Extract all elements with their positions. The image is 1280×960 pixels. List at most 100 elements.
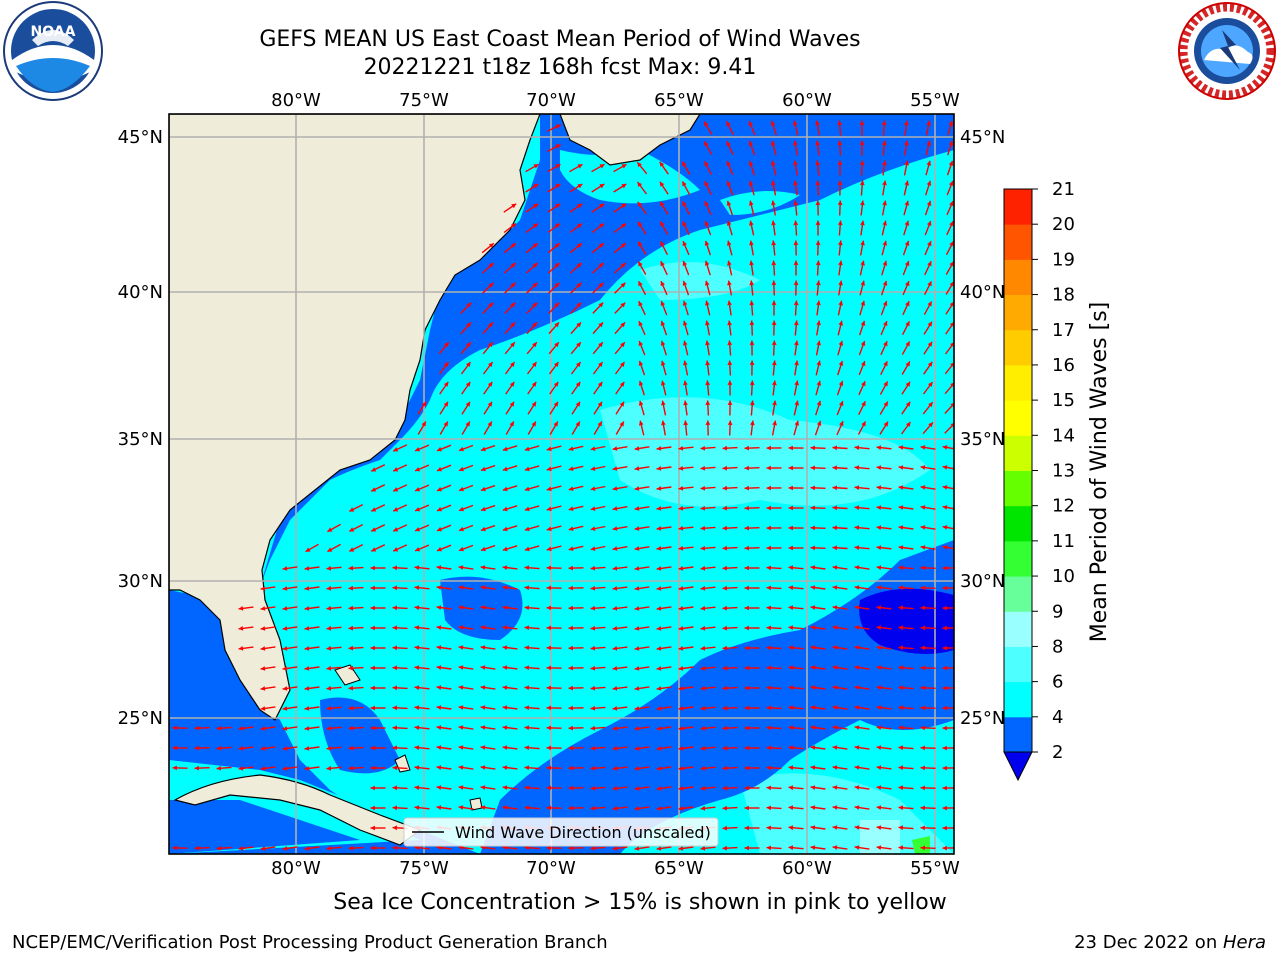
- wind-arrow-head: [392, 725, 397, 731]
- wind-arrow-head: [370, 745, 375, 751]
- wind-arrow-head: [927, 261, 932, 267]
- lat-label-left-3: 35°N: [118, 429, 163, 450]
- wind-arrow-head: [577, 203, 583, 209]
- wind-arrow-head: [744, 485, 749, 491]
- wind-arrow-head: [744, 645, 749, 651]
- wind-arrow-head: [766, 665, 771, 671]
- wind-arrow-head: [436, 585, 442, 590]
- colorbar-block: [1004, 259, 1032, 296]
- wind-arrow-head: [859, 120, 865, 125]
- wind-arrow-head: [766, 765, 771, 771]
- wind-arrow-head: [660, 241, 665, 247]
- wind-arrow-head: [638, 281, 643, 287]
- wind-arrow-head: [700, 565, 706, 571]
- wind-arrow-head: [612, 606, 618, 611]
- wind-arrow-head: [726, 200, 732, 206]
- wind-arrow-head: [854, 605, 860, 610]
- wind-arrow-head: [509, 421, 514, 427]
- wind-arrow-head: [568, 725, 573, 731]
- wind-arrow-head: [832, 685, 838, 690]
- wind-arrow-head: [920, 645, 925, 651]
- wind-arrow-head: [876, 485, 882, 490]
- wind-arrow-head: [926, 180, 932, 186]
- wind-arrow-head: [502, 785, 508, 790]
- wind-arrow-head: [722, 685, 727, 691]
- wind-arrow-head: [590, 705, 596, 711]
- wind-arrow-head: [370, 665, 375, 671]
- wind-arrow-head: [949, 241, 954, 247]
- wind-arrow-head: [612, 566, 618, 571]
- wind-arrow-head: [590, 506, 596, 511]
- wind-arrow-head: [816, 400, 822, 406]
- wind-arrow-head: [638, 261, 643, 267]
- wind-arrow-head: [466, 362, 471, 367]
- wind-arrow-head: [656, 606, 662, 611]
- wind-arrow-head: [480, 765, 486, 770]
- wind-arrow-head: [172, 725, 177, 731]
- lat-label-right-5: 25°N: [960, 708, 1005, 729]
- wind-arrow-head: [546, 446, 552, 452]
- wind-arrow-head: [590, 805, 596, 811]
- wind-arrow-head: [678, 726, 684, 731]
- wind-arrow-head: [920, 585, 925, 591]
- wind-arrow-head: [502, 486, 508, 492]
- wind-arrow-head: [370, 625, 375, 631]
- wind-arrow-head: [634, 806, 640, 811]
- wind-arrow-head: [393, 527, 399, 532]
- wind-arrow-head: [898, 825, 904, 831]
- wind-arrow-head: [444, 362, 449, 367]
- wind-arrow-head: [598, 263, 604, 268]
- wind-arrow-head: [326, 565, 332, 571]
- wind-arrow-head: [305, 547, 311, 552]
- wind-arrow-head: [634, 486, 640, 491]
- wind-arrow-head: [393, 487, 399, 492]
- wind-arrow-head: [838, 320, 844, 326]
- wind-arrow-head: [172, 845, 177, 851]
- wind-arrow-head: [577, 184, 583, 189]
- wind-arrow-head: [898, 665, 904, 671]
- wind-arrow-head: [942, 685, 947, 691]
- wind-arrow-head: [555, 184, 561, 189]
- wind-arrow-head: [766, 605, 771, 611]
- wind-arrow-head: [883, 361, 888, 367]
- wind-arrow-head: [744, 605, 749, 611]
- wind-arrow-head: [634, 626, 640, 631]
- wind-arrow-head: [722, 545, 727, 551]
- wind-arrow-head: [260, 606, 266, 611]
- colorbar-block: [1004, 364, 1032, 401]
- wind-arrow-head: [722, 705, 727, 711]
- wind-arrow-head: [348, 605, 353, 611]
- wind-arrow-head: [590, 845, 596, 851]
- wind-arrow-head: [415, 527, 421, 532]
- wind-arrow-head: [568, 845, 573, 851]
- wind-arrow-head: [576, 322, 581, 328]
- wind-arrow-head: [590, 785, 596, 791]
- wind-arrow-head: [502, 546, 508, 552]
- wind-arrow-head: [766, 485, 771, 491]
- wind-arrow-head: [722, 845, 727, 851]
- wind-arrow-head: [838, 300, 843, 306]
- wind-arrow-head: [876, 765, 882, 770]
- wind-arrow-head: [532, 243, 538, 248]
- wind-arrow-head: [904, 120, 909, 126]
- colorbar-block: [1004, 540, 1032, 577]
- colorbar-block: [1004, 611, 1032, 647]
- wind-arrow-head: [437, 486, 442, 492]
- wind-arrow-head: [620, 322, 625, 328]
- wind-arrow-head: [660, 281, 665, 287]
- wind-arrow-head: [597, 421, 602, 427]
- wind-arrow-head: [744, 745, 749, 751]
- wind-arrow-head: [788, 825, 794, 831]
- wind-arrow-head: [832, 805, 838, 810]
- wind-arrow-head: [928, 422, 933, 428]
- wind-arrow-head: [458, 805, 464, 810]
- wind-arrow-head: [682, 181, 687, 187]
- wind-arrow-head: [948, 160, 954, 166]
- wind-arrow-head: [532, 362, 537, 367]
- wind-arrow-head: [612, 646, 618, 651]
- wind-arrow-head: [810, 805, 816, 810]
- wind-arrow-head: [326, 745, 332, 751]
- wind-arrow-head: [766, 845, 771, 851]
- wind-arrow-head: [832, 565, 838, 570]
- wind-arrow-head: [700, 705, 706, 711]
